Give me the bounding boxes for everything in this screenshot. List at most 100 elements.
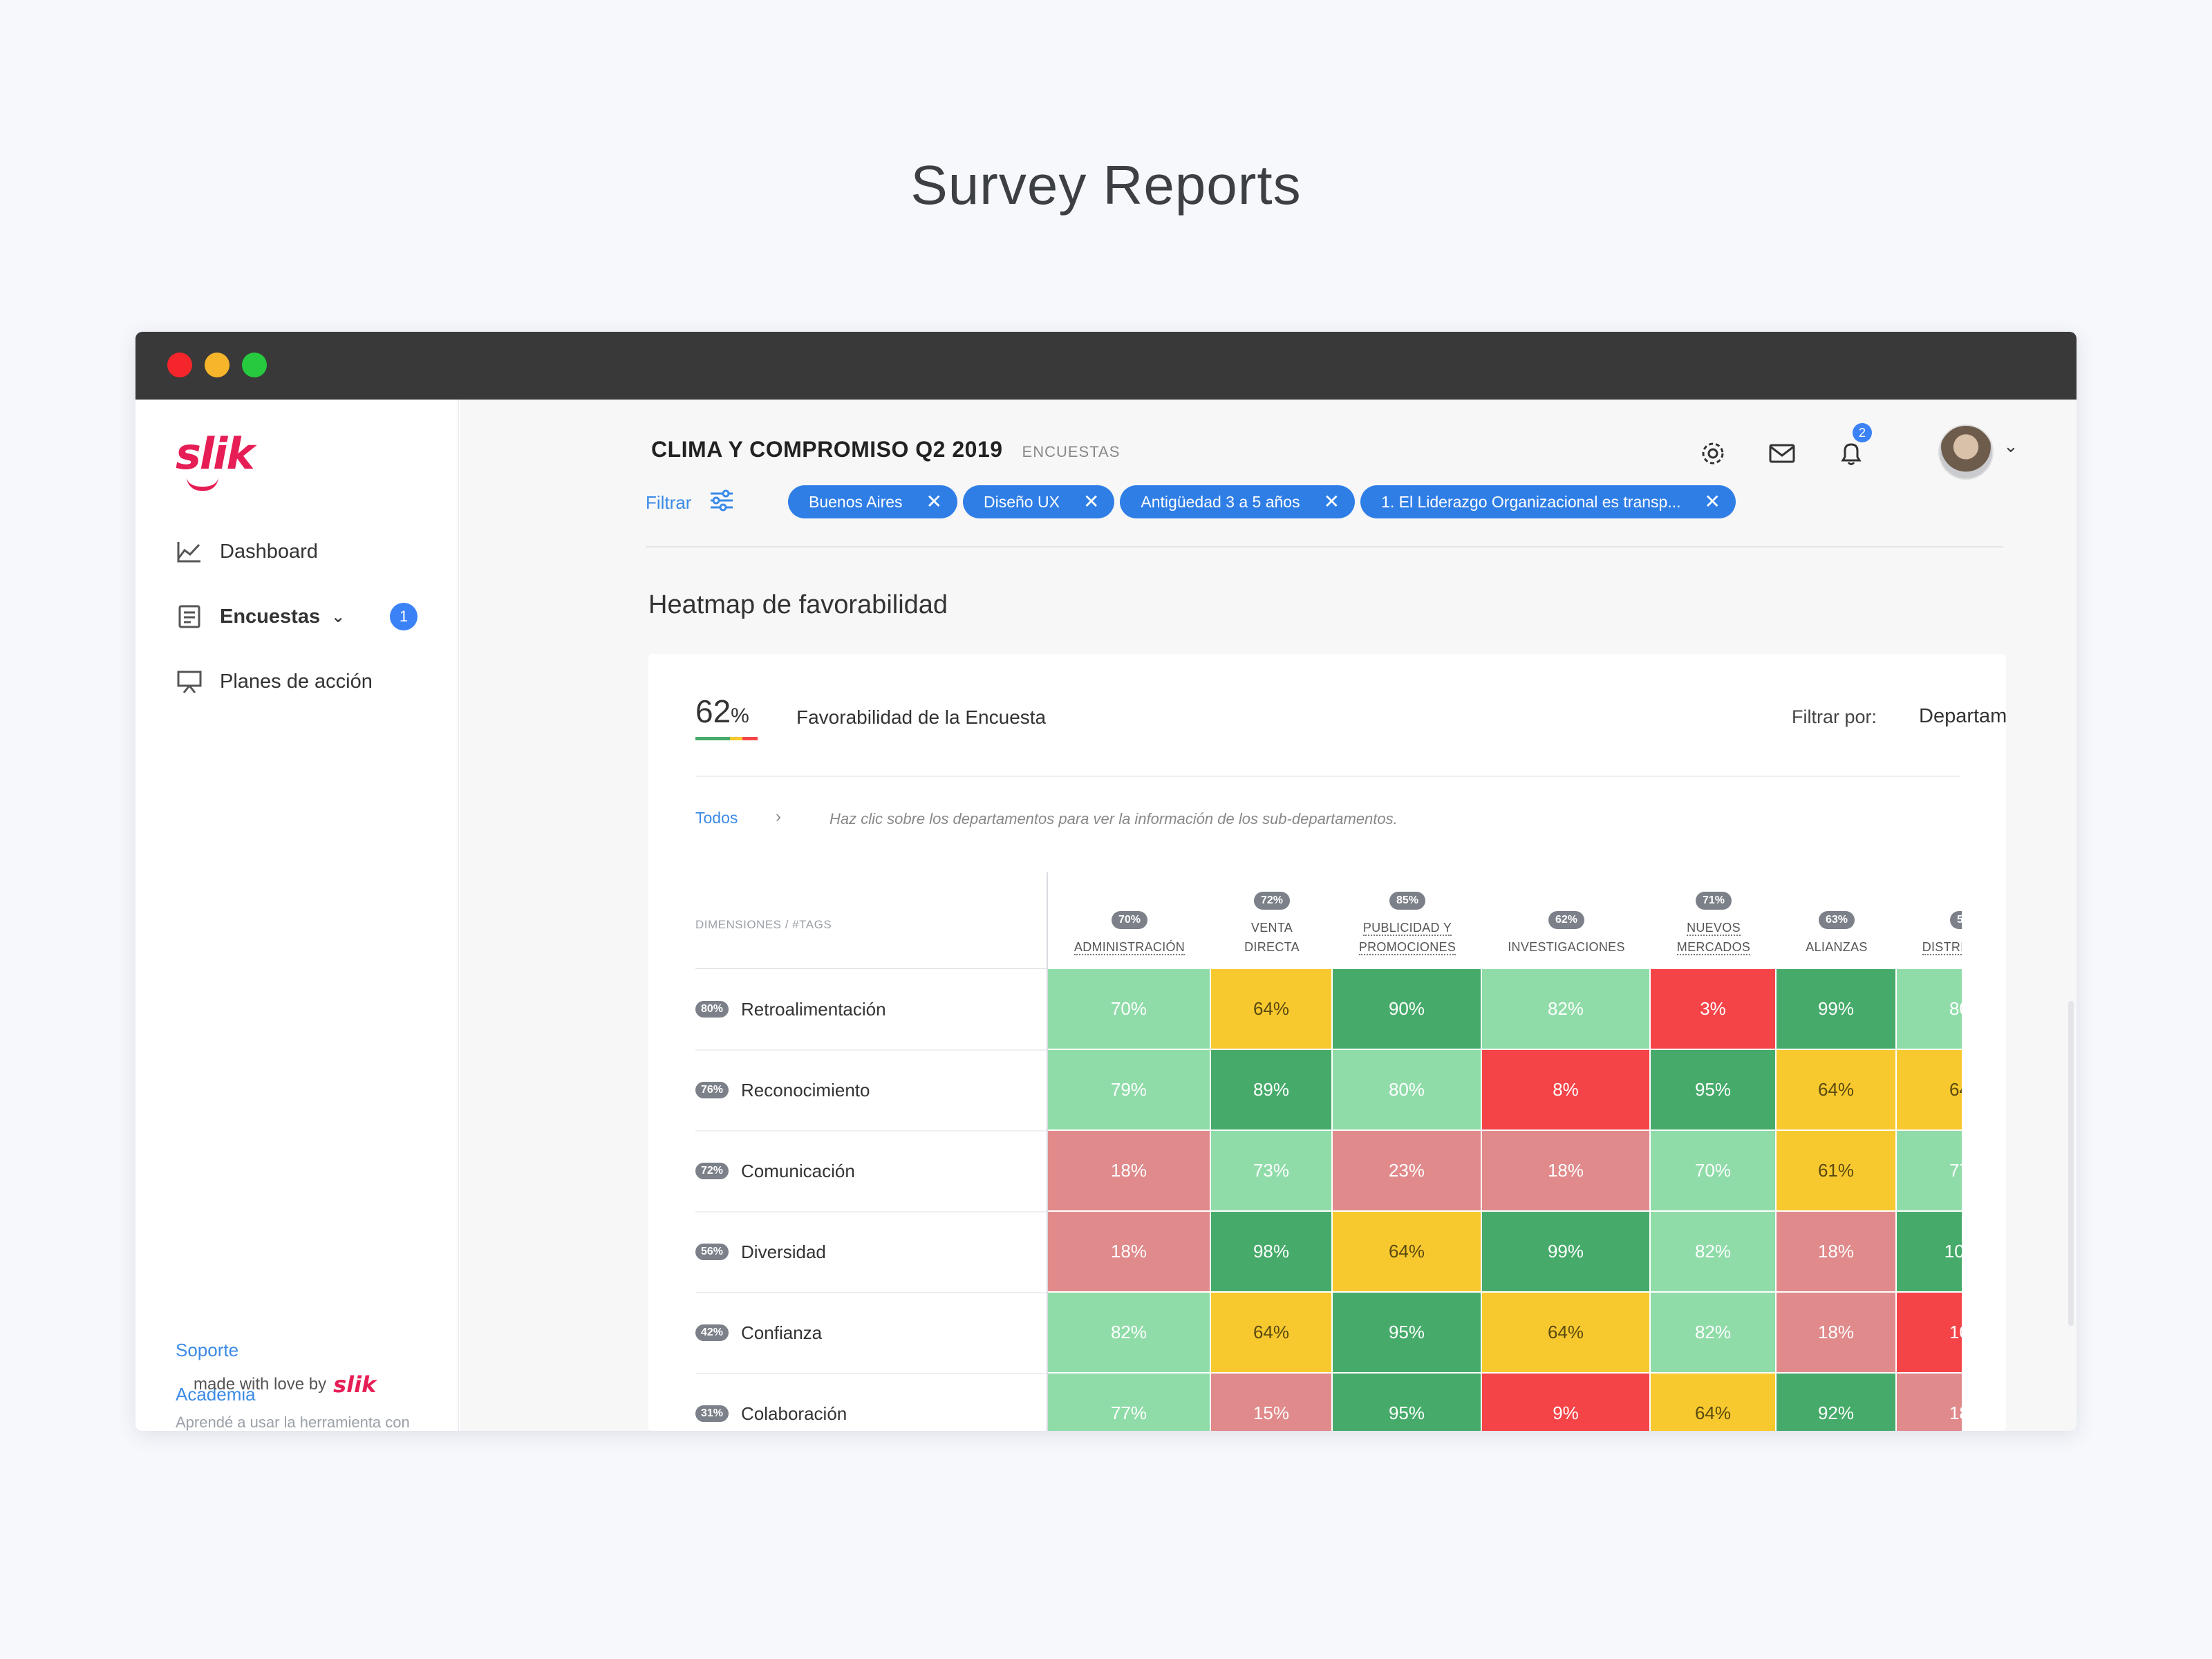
close-icon[interactable]: ✕ [1082,491,1100,512]
bell-icon[interactable] [1836,438,1866,469]
row-label[interactable]: 80% Retroalimentación [695,969,886,1049]
gear-icon[interactable] [1698,438,1728,469]
heatmap-cell[interactable]: 79% [1048,1050,1211,1131]
document-list-icon [176,603,203,630]
avatar[interactable] [1938,424,1994,480]
heatmap-cell[interactable]: 70% [1048,969,1211,1050]
breadcrumb-separator: › [776,807,781,826]
sidebar-item-encuestas[interactable]: Encuestas ⌄ [176,596,345,637]
heatmap-cell[interactable]: 82% [1651,1212,1777,1293]
row-name: Confianza [741,1322,823,1343]
heatmap-cell[interactable]: 80% [1897,969,1962,1050]
heatmap-cell[interactable]: 64% [1211,1293,1333,1374]
heatmap-cell[interactable]: 82% [1651,1293,1777,1374]
column-name: ADMINISTRACIÓN [1074,940,1185,955]
column-header[interactable]: 85% PUBLICIDAD Y PROMOCIONES [1333,872,1482,968]
heatmap-cell[interactable]: 92% [1777,1374,1897,1431]
heatmap-cell[interactable]: 98% [1211,1212,1333,1293]
row-percent-pill: 42% [695,1324,729,1341]
heatmap-cell[interactable]: 95% [1333,1293,1482,1374]
heatmap-cell[interactable]: 61% [1777,1131,1897,1212]
window-maximize-dot[interactable] [242,353,267,377]
section-title: Heatmap de favorabilidad [648,590,948,619]
heatmap-cell[interactable]: 77% [1048,1374,1211,1431]
academy-note: Aprendé a usar la herramienta con tutori… [176,1414,410,1431]
close-icon[interactable]: ✕ [926,491,942,512]
sidebar-item-label: Planes de acción [220,670,373,693]
heatmap-cell[interactable]: 10% [1897,1293,1962,1374]
row-label[interactable]: 76% Reconocimiento [695,1050,870,1130]
filter-chips: Buenos Aires ✕ Diseño UX ✕ Antigüedad 3 a … [788,485,1736,518]
column-header[interactable]: 70% ADMINISTRACIÓN [1048,872,1211,968]
sidebar-item-planes[interactable]: Planes de acción [176,661,373,702]
heatmap-cell[interactable]: 64% [1651,1374,1777,1431]
row-label[interactable]: 42% Confianza [695,1293,822,1373]
filter-chip[interactable]: Antigüedad 3 a 5 años ✕ [1120,485,1356,518]
heatmap-cell[interactable]: 64% [1333,1212,1482,1293]
heatmap-cell[interactable]: 18% [1048,1212,1211,1293]
filter-chip[interactable]: 1. El Liderazgo Organizacional es transp… [1360,485,1736,518]
academy-link[interactable]: Academia [176,1384,256,1405]
heatmap-cell[interactable]: 73% [1211,1131,1333,1212]
heatmap-header-line [695,968,1047,969]
window-close-dot[interactable] [167,353,192,377]
heatmap-cell[interactable]: 89% [1211,1050,1333,1131]
chevron-down-icon[interactable]: ⌄ [331,607,346,626]
support-link[interactable]: Soporte [176,1340,239,1360]
heatmap-cell[interactable]: 23% [1333,1131,1482,1212]
heatmap-cell[interactable]: 64% [1482,1293,1651,1374]
heatmap-cell[interactable]: 90% [1333,969,1482,1050]
column-percent-pill: 63% [1818,911,1855,929]
heatmap-cell[interactable]: 64% [1211,969,1333,1050]
heatmap-cell[interactable]: 70% [1651,1131,1777,1212]
heatmap-cell[interactable]: 18% [1777,1293,1897,1374]
row-percent-pill: 80% [695,1001,729,1018]
row-separator [695,1130,1047,1132]
close-icon[interactable]: ✕ [1323,491,1340,512]
row-label[interactable]: 56% Diversidad [695,1212,826,1292]
column-header[interactable]: 56% DISTRIBUCIÓN [1897,872,1962,968]
favorability-value: 62% [695,693,749,729]
department-select[interactable]: Departamentos [1919,705,2006,727]
row-label[interactable]: 31% Colaboración [695,1374,847,1431]
heatmap-cell[interactable]: 99% [1777,969,1897,1050]
brand-logo[interactable]: slik [176,429,255,479]
presentation-board-icon [176,668,203,695]
row-label[interactable]: 72% Comunicación [695,1131,855,1211]
heatmap-cell[interactable]: 18% [1048,1131,1211,1212]
mail-icon[interactable] [1767,438,1797,469]
heatmap-cell[interactable]: 3% [1651,969,1777,1050]
heatmap-cell[interactable]: 64% [1777,1050,1897,1131]
filter-chip[interactable]: Buenos Aires ✕ [788,485,957,518]
chevron-down-icon[interactable]: ⌄ [2003,435,2018,456]
heatmap-cell[interactable]: 8% [1482,1050,1651,1131]
heatmap-cell[interactable]: 99% [1482,1212,1651,1293]
column-name: INVESTIGACIONES [1508,940,1625,954]
window-minimize-dot[interactable] [205,353,229,377]
heatmap-cell[interactable]: 100% [1897,1212,1962,1293]
scrollbar[interactable] [2068,1001,2074,1326]
heatmap-cell[interactable]: 18% [1482,1131,1651,1212]
filter-chip[interactable]: Diseño UX ✕ [963,485,1115,518]
chip-label: Antigüedad 3 a 5 años [1141,492,1300,511]
heatmap-cell[interactable]: 9% [1482,1374,1651,1431]
column-header[interactable]: 71% NUEVOS MERCADOS [1651,872,1777,968]
page-title: Survey Reports [910,154,1302,216]
filter-button[interactable]: Filtrar [646,489,734,516]
heatmap-cell[interactable]: 82% [1482,969,1651,1050]
heatmap-cell[interactable]: 80% [1333,1050,1482,1131]
breadcrumb-all[interactable]: Todos [695,809,738,827]
close-icon[interactable]: ✕ [1704,491,1721,512]
row-separator [695,1049,1047,1051]
heatmap-cell[interactable]: 64% [1897,1050,1962,1131]
heatmap-cell[interactable]: 95% [1651,1050,1777,1131]
heatmap-cell[interactable]: 18% [1777,1212,1897,1293]
heatmap-cell[interactable]: 77% [1897,1131,1962,1212]
sidebar-item-dashboard[interactable]: Dashboard [176,531,318,572]
encuestas-count-badge: 1 [390,603,418,630]
heatmap-cell[interactable]: 95% [1333,1374,1482,1431]
heatmap-cell[interactable]: 82% [1048,1293,1211,1374]
heatmap-cell[interactable]: 15% [1211,1374,1333,1431]
heatmap-cell[interactable]: 18% [1897,1374,1962,1431]
favorability-color-bar [695,737,758,740]
